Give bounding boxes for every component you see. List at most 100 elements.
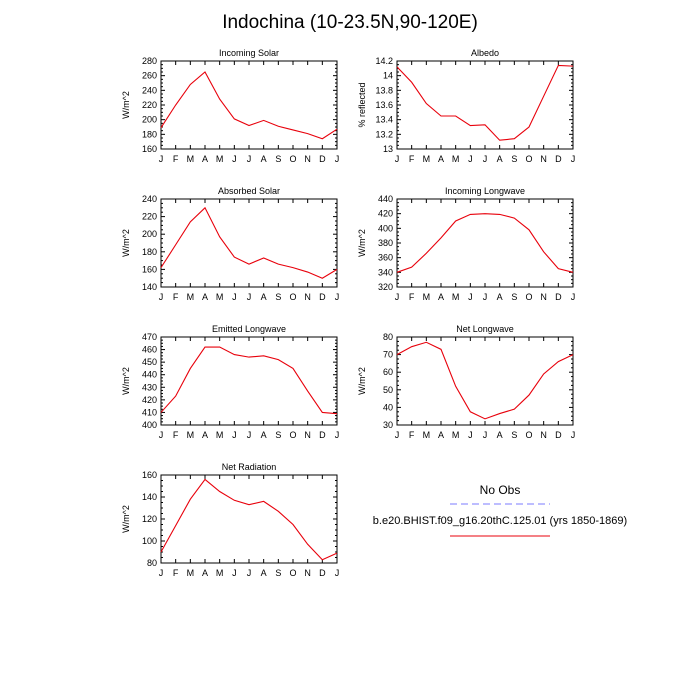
panel-title: Incoming Solar — [219, 48, 279, 58]
x-tick-label: A — [202, 292, 208, 302]
x-tick-label: J — [232, 568, 237, 578]
x-tick-label: J — [232, 154, 237, 164]
x-tick-label: J — [483, 430, 488, 440]
y-tick-label: 450 — [142, 357, 157, 367]
chart-panel: Albedo % reflected 13 13.2 13.4 13.6 13.8 14 14.… — [357, 48, 575, 164]
x-tick-label: J — [247, 292, 252, 302]
y-axis-label: W/m^2 — [357, 367, 367, 395]
legend: No Obs b.e20.BHIST.f09_g16.20thC.125.01 … — [373, 483, 627, 537]
x-tick-label: J — [335, 568, 340, 578]
y-tick-label: 180 — [142, 247, 157, 257]
x-tick-label: J — [247, 430, 252, 440]
x-tick-label: N — [540, 430, 547, 440]
y-tick-label: 120 — [142, 514, 157, 524]
x-tick-label: J — [335, 430, 340, 440]
y-tick-label: 420 — [142, 395, 157, 405]
x-tick-label: S — [275, 568, 281, 578]
series-line — [160, 346, 338, 415]
x-tick-label: F — [173, 568, 179, 578]
y-tick-label: 340 — [378, 267, 393, 277]
x-tick-label: M — [452, 430, 460, 440]
x-tick-label: M — [423, 430, 431, 440]
x-tick-label: J — [483, 292, 488, 302]
y-tick-label: 14 — [383, 71, 393, 81]
plot-frame — [160, 336, 338, 426]
y-tick-label: 160 — [142, 470, 157, 480]
y-tick-label: 440 — [378, 194, 393, 204]
x-tick-label: A — [438, 154, 444, 164]
x-tick-label: M — [423, 292, 431, 302]
y-tick-label: 14.2 — [375, 56, 393, 66]
x-tick-label: S — [511, 154, 517, 164]
y-tick-label: 420 — [378, 209, 393, 219]
x-tick-label: N — [540, 154, 547, 164]
x-tick-label: M — [216, 430, 224, 440]
x-tick-label: M — [187, 568, 195, 578]
x-tick-label: A — [497, 292, 503, 302]
panel-title: Absorbed Solar — [218, 186, 280, 196]
x-tick-label: J — [468, 292, 473, 302]
plot-frame — [396, 336, 574, 426]
chart-panel: Incoming Solar W/m^2 160 180 200 220 240 260 280… — [121, 48, 339, 164]
x-tick-label: S — [275, 430, 281, 440]
y-tick-label: 13.2 — [375, 129, 393, 139]
x-tick-label: J — [247, 568, 252, 578]
x-tick-label: A — [202, 154, 208, 164]
x-tick-label: F — [409, 430, 415, 440]
series-line — [160, 478, 338, 561]
series-line — [160, 71, 338, 140]
x-tick-label: D — [555, 154, 562, 164]
y-tick-label: 220 — [142, 212, 157, 222]
legend-model-label: b.e20.BHIST.f09_g16.20thC.125.01 (yrs 18… — [373, 515, 627, 527]
x-tick-label: J — [395, 430, 400, 440]
plot-frame — [396, 60, 574, 150]
y-tick-label: 160 — [142, 144, 157, 154]
series-line — [396, 341, 574, 420]
x-tick-label: O — [289, 292, 296, 302]
y-tick-label: 460 — [142, 345, 157, 355]
x-tick-label: A — [438, 430, 444, 440]
x-tick-label: M — [216, 568, 224, 578]
chart-panel: Incoming Longwave W/m^2 320 340 360 380 400 420… — [357, 186, 575, 302]
x-tick-label: F — [409, 154, 415, 164]
y-tick-label: 400 — [378, 223, 393, 233]
y-tick-label: 440 — [142, 370, 157, 380]
y-tick-label: 13 — [383, 144, 393, 154]
page-title: Indochina (10-23.5N,90-120E) — [222, 12, 478, 33]
x-tick-label: A — [497, 430, 503, 440]
x-tick-label: D — [319, 568, 326, 578]
panel-title: Albedo — [471, 48, 499, 58]
x-tick-label: D — [555, 430, 562, 440]
x-tick-label: J — [395, 154, 400, 164]
y-tick-label: 40 — [383, 402, 393, 412]
x-tick-label: S — [275, 154, 281, 164]
y-tick-label: 13.8 — [375, 85, 393, 95]
x-tick-label: M — [423, 154, 431, 164]
x-tick-label: D — [319, 154, 326, 164]
y-tick-label: 80 — [147, 558, 157, 568]
y-tick-label: 200 — [142, 115, 157, 125]
x-tick-label: A — [438, 292, 444, 302]
plot-frame — [160, 60, 338, 150]
x-tick-label: M — [187, 154, 195, 164]
y-tick-label: 100 — [142, 536, 157, 546]
series-line — [396, 64, 574, 141]
panel-title: Incoming Longwave — [445, 186, 525, 196]
x-tick-label: S — [511, 430, 517, 440]
x-tick-label: O — [525, 154, 532, 164]
x-tick-label: N — [540, 292, 547, 302]
y-tick-label: 260 — [142, 71, 157, 81]
x-tick-label: A — [261, 568, 267, 578]
y-axis-label: W/m^2 — [121, 229, 131, 257]
chart-panel: Emitted Longwave W/m^2 400 410 420 430 440 450 4… — [121, 324, 339, 440]
y-tick-label: 13.6 — [375, 100, 393, 110]
x-tick-label: O — [525, 430, 532, 440]
y-tick-label: 470 — [142, 332, 157, 342]
y-tick-label: 410 — [142, 407, 157, 417]
y-tick-label: 200 — [142, 229, 157, 239]
x-tick-label: O — [289, 430, 296, 440]
x-tick-label: J — [468, 430, 473, 440]
